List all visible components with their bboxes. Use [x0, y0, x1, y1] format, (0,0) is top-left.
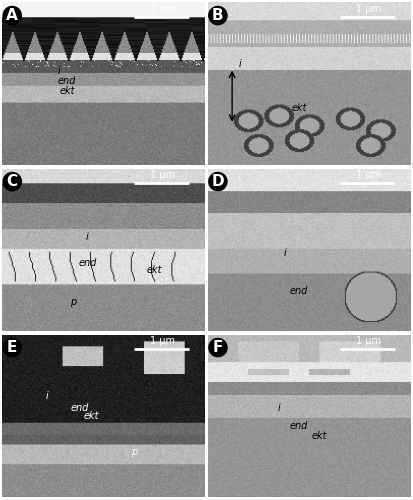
- Text: 1 μm: 1 μm: [356, 336, 381, 346]
- Text: 1 μm: 1 μm: [150, 170, 175, 180]
- Text: 1 μm: 1 μm: [356, 170, 381, 180]
- Text: E: E: [7, 340, 17, 355]
- Text: 1 μm: 1 μm: [150, 336, 175, 346]
- Text: end: end: [290, 286, 309, 296]
- Text: p: p: [131, 447, 137, 457]
- Text: A: A: [6, 8, 18, 23]
- Text: ekt: ekt: [84, 411, 99, 421]
- Text: ekt: ekt: [147, 264, 162, 274]
- Text: i: i: [284, 248, 286, 258]
- Text: end: end: [78, 258, 97, 268]
- Text: end: end: [290, 421, 309, 431]
- Text: end: end: [70, 403, 88, 413]
- Text: F: F: [213, 340, 223, 355]
- Text: 1 μm: 1 μm: [150, 4, 175, 14]
- Text: i: i: [45, 392, 48, 402]
- Text: i: i: [278, 403, 280, 413]
- Text: C: C: [7, 174, 18, 189]
- Text: ekt: ekt: [292, 104, 307, 114]
- Text: i: i: [239, 60, 242, 70]
- Text: ekt: ekt: [312, 430, 327, 440]
- Text: end: end: [58, 76, 76, 86]
- Text: ekt: ekt: [59, 86, 75, 96]
- Text: p: p: [70, 297, 76, 307]
- Text: D: D: [211, 174, 224, 189]
- Text: B: B: [212, 8, 224, 23]
- Text: 1 μm: 1 μm: [356, 4, 381, 14]
- Text: i: i: [57, 66, 60, 76]
- Text: i: i: [86, 232, 89, 242]
